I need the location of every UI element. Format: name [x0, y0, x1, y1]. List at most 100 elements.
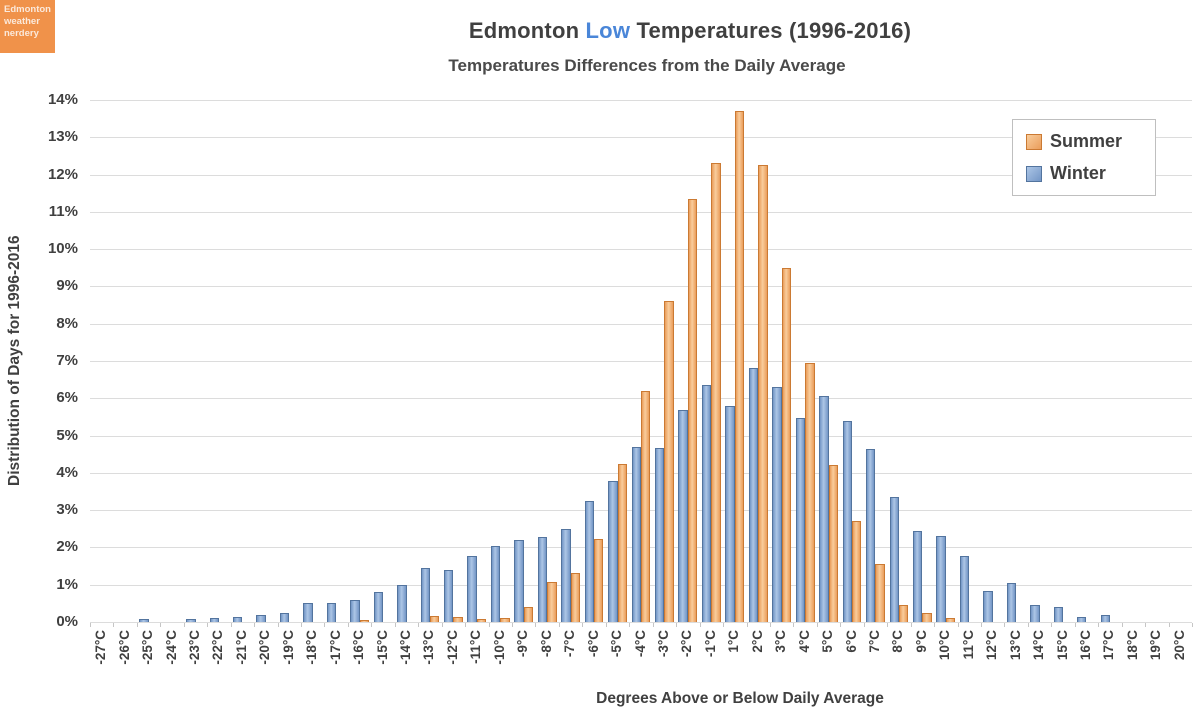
bar-summer-10°C: [945, 618, 956, 622]
bar-winter--13°C: [420, 567, 430, 622]
legend-item-summer: Summer: [1026, 131, 1155, 152]
x-tick-label: 12°C: [984, 630, 1000, 661]
y-tick-label: 2%: [56, 538, 78, 556]
x-tick-label: 19°C: [1148, 630, 1164, 661]
bar-winter-4°C: [795, 418, 806, 622]
x-tick-label: -7°C: [562, 630, 578, 658]
x-tick-label: -12°C: [444, 630, 460, 665]
x-tick-label: 5°C: [820, 630, 836, 653]
bar-winter-14°C: [1030, 604, 1040, 622]
axis-tick: [512, 623, 514, 627]
x-tick-label: 14°C: [1031, 630, 1047, 661]
axis-tick: [394, 623, 396, 627]
bar-winter--22°C: [209, 618, 219, 622]
axis-tick: [1074, 623, 1076, 627]
axis-tick: [558, 623, 560, 627]
y-tick-label: 11%: [48, 202, 78, 220]
bar-winter--21°C: [233, 617, 243, 622]
bar-summer--10°C: [500, 618, 510, 622]
axis-tick: [793, 623, 795, 627]
x-tick-label: -27°C: [93, 630, 109, 665]
bar-summer-1°C: [734, 111, 745, 622]
y-tick-label: 1%: [56, 575, 78, 593]
x-tick-label: 7°C: [866, 630, 882, 653]
bar-summer--1°C: [711, 163, 721, 622]
winter-swatch-icon: [1026, 165, 1042, 182]
bar-winter--11°C: [467, 555, 477, 622]
bar-summer--2°C: [687, 198, 698, 622]
gridline: [90, 174, 1192, 176]
y-tick-label: 9%: [56, 277, 78, 295]
x-tick-label: -4°C: [632, 630, 648, 658]
x-tick-label: -26°C: [116, 630, 132, 665]
bar-winter--9°C: [514, 539, 524, 622]
bar-winter--12°C: [444, 569, 454, 622]
x-tick-label: 10°C: [937, 630, 953, 661]
x-tick-label: -17°C: [327, 630, 343, 665]
bar-winter-10°C: [936, 536, 946, 622]
x-tick-label: -23°C: [187, 630, 202, 665]
bar-summer-5°C: [828, 465, 838, 622]
y-tick-label: 6%: [56, 389, 78, 407]
bar-winter-9°C: [912, 530, 923, 622]
bar-winter-3°C: [772, 387, 782, 622]
logo-line-1: Edmonton: [4, 4, 51, 15]
bar-summer--16°C: [359, 620, 370, 622]
x-tick-label: 1°C: [726, 630, 742, 653]
y-tick-label: 3%: [56, 501, 78, 519]
bar-winter-13°C: [1006, 582, 1017, 622]
legend-label-winter: Winter: [1050, 163, 1106, 183]
y-tick-label: 5%: [56, 426, 78, 444]
axis-tick: [1192, 623, 1193, 627]
x-tick-label: -13°C: [421, 630, 437, 665]
axis-tick: [1051, 623, 1053, 627]
bar-winter--7°C: [561, 528, 571, 622]
x-tick-label: -2°C: [679, 630, 695, 658]
axis-tick: [582, 623, 584, 627]
axis-tick: [230, 623, 232, 627]
x-tick-label: 11°C: [960, 630, 976, 660]
axis-tick: [90, 623, 91, 627]
axis-tick: [1027, 623, 1029, 627]
axis-tick: [160, 623, 162, 627]
bar-summer--8°C: [547, 581, 557, 622]
y-tick-label: 12%: [47, 165, 78, 183]
x-tick-label: 17°C: [1101, 630, 1117, 661]
x-tick-label: -18°C: [304, 630, 320, 665]
axis-tick: [746, 623, 748, 627]
bar-winter--10°C: [490, 545, 501, 622]
axis-tick: [957, 623, 959, 627]
bar-winter--18°C: [303, 603, 313, 622]
bar-summer-9°C: [922, 612, 932, 622]
x-tick-label: -9°C: [515, 630, 531, 658]
axis-tick: [605, 623, 607, 627]
axis-tick: [863, 623, 865, 627]
axis-tick: [113, 623, 115, 627]
bar-winter-2°C: [748, 368, 759, 622]
x-tick-label: -10°C: [491, 630, 507, 665]
gridline: [90, 211, 1192, 213]
x-tick-label: 4°C: [796, 630, 812, 653]
legend-label-summer: Summer: [1050, 131, 1123, 151]
x-tick-label: -19°C: [280, 630, 296, 665]
legend: Summer Winter: [1012, 119, 1156, 196]
bar-winter--16°C: [350, 599, 360, 622]
bar-winter-16°C: [1077, 617, 1087, 622]
bar-winter--23°C: [186, 619, 196, 622]
y-tick-label: 14%: [47, 91, 78, 108]
axis-tick: [254, 623, 256, 627]
x-tick-label: 13°C: [1007, 630, 1023, 661]
y-tick-label: 7%: [56, 352, 78, 369]
bar-winter-15°C: [1053, 607, 1064, 622]
bar-winter-11°C: [959, 555, 970, 622]
bar-winter--2°C: [678, 410, 688, 622]
x-tick-label: -16°C: [351, 630, 367, 665]
y-tick-label: 13%: [47, 128, 78, 146]
x-tick-label: 15°C: [1054, 630, 1070, 661]
axis-tick: [676, 623, 678, 627]
axis-tick: [277, 623, 279, 627]
axis-tick: [1098, 623, 1100, 627]
bar-summer--11°C: [476, 619, 487, 622]
x-tick-label: 8°C: [890, 630, 906, 653]
